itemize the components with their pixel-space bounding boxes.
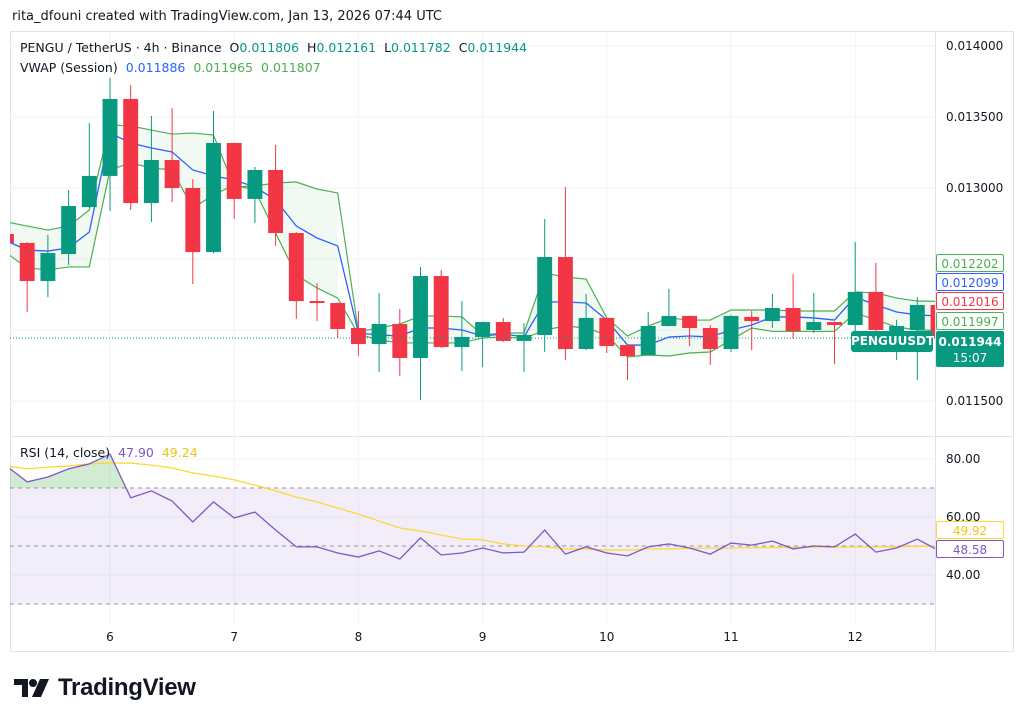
candle-down (682, 315, 698, 329)
symbol-tag: PENGUUSDT (851, 331, 934, 352)
time-axis-label: 11 (723, 630, 738, 644)
candle-down (868, 291, 884, 330)
time-axis-label: 7 (230, 630, 238, 644)
candle-up (371, 324, 387, 345)
candle-up (764, 307, 780, 322)
chart-credit: rita_dfouni created with TradingView.com… (12, 9, 442, 24)
bar-countdown: 15:07 (952, 351, 988, 365)
candle-down (288, 233, 304, 302)
candle-down (495, 322, 511, 341)
low-value: 0.011782 (391, 40, 451, 55)
high-value: 0.012161 (316, 40, 377, 55)
candle-down (392, 324, 408, 358)
rsi-axis-label: 60.00 (946, 510, 980, 524)
candle-down (164, 160, 180, 188)
vwap-upper-value: 0.011965 (193, 60, 254, 75)
time-axis-label: 8 (355, 630, 363, 644)
rsi-overbought-fill (10, 454, 935, 488)
candle-up (661, 315, 677, 327)
candle-down (557, 257, 573, 350)
price-axis-label: 0.013500 (946, 110, 1003, 124)
vwap-upper-line (10, 124, 935, 337)
candle-up (889, 326, 905, 333)
last-price-label: 0.011944 15:07 (936, 331, 1004, 367)
candle-down (785, 307, 801, 331)
candle-up (806, 322, 822, 330)
candle-down (309, 301, 325, 304)
candle-up (640, 326, 656, 355)
tradingview-wordmark: TradingView (58, 674, 196, 701)
rsi-ma-label: 49.92 (936, 521, 1004, 539)
open-value: 0.011806 (239, 40, 300, 55)
candle-up (61, 206, 77, 255)
vwap-upper-price-label: 0.012202 (936, 254, 1004, 272)
candle-up (454, 336, 470, 348)
price-axis-label: 0.013000 (946, 181, 1003, 195)
candle-down (620, 345, 635, 356)
chart-frame (10, 31, 1014, 652)
red-price-label: 0.012016 (936, 292, 1004, 310)
vwap-lower-line (10, 162, 935, 358)
vwap-mid-price-label: 0.012099 (936, 273, 1004, 291)
candle-down (19, 242, 35, 282)
rsi-value: 47.90 (118, 445, 154, 460)
tradingview-logo[interactable]: TradingView (14, 674, 196, 702)
candle-down (744, 316, 760, 322)
rsi-pane (10, 453, 935, 605)
time-axis-label: 6 (106, 630, 114, 644)
price-axis-label: 0.014000 (946, 39, 1003, 53)
candle-down (350, 328, 366, 345)
rsi-ma-line (10, 462, 935, 551)
vwap-legend: VWAP (Session) 0.011886 0.011965 0.01180… (20, 60, 325, 75)
candle-up (247, 169, 263, 199)
vwap-title[interactable]: VWAP (Session) (20, 60, 118, 75)
rsi-title[interactable]: RSI (14, close) (20, 445, 111, 460)
candle-up (537, 257, 553, 335)
price-pane (10, 77, 935, 401)
candle-up (206, 142, 221, 253)
candle-up (81, 175, 97, 208)
vwap-mid-value: 0.011886 (125, 60, 186, 75)
vwap-lower-value: 0.011807 (261, 60, 321, 75)
close-value: 0.011944 (467, 40, 528, 55)
candle-up (847, 291, 863, 326)
symbol-legend: PENGU / TetherUS · 4h · Binance O0.01180… (20, 40, 528, 55)
rsi-axis-label: 80.00 (946, 452, 980, 466)
tradingview-logo-icon (14, 679, 49, 697)
rsi-axis-label: 40.00 (946, 568, 980, 582)
candle-up (413, 276, 428, 358)
candle-down (433, 276, 449, 348)
candle-up (102, 98, 118, 176)
candle-up (578, 317, 594, 350)
candle-up (475, 322, 491, 337)
vwap-line (10, 132, 935, 346)
rsi-line (10, 453, 935, 560)
candle-down (702, 328, 718, 350)
candle-up (723, 315, 739, 350)
candle-up (909, 305, 925, 330)
rsi-ma-value: 49.24 (161, 445, 198, 460)
candle-down (10, 234, 14, 243)
candle-down (185, 188, 201, 253)
candle-up (40, 253, 56, 282)
candle-down (268, 169, 284, 234)
vwap-lower-price-label: 0.011997 (936, 312, 1004, 330)
rsi-label: 48.58 (936, 540, 1004, 558)
time-axis-label: 9 (479, 630, 487, 644)
candle-down (930, 305, 935, 338)
time-axis-label: 12 (848, 630, 863, 644)
last-price-value: 0.011944 (938, 335, 1002, 349)
candle-down (330, 303, 346, 330)
price-axis-label: 0.011500 (946, 394, 1003, 408)
candle-down (827, 322, 842, 326)
candle-down (123, 98, 139, 204)
candle-down (599, 317, 615, 347)
symbol-title[interactable]: PENGU / TetherUS · 4h · Binance (20, 40, 222, 55)
time-axis-label: 10 (599, 630, 614, 644)
rsi-legend: RSI (14, close) 47.90 49.24 (20, 445, 202, 460)
axes: 6 7 8 9 10 11 12 0.014000 0.013500 0.013000 0.0115… (106, 39, 1003, 644)
candle-up (143, 160, 159, 204)
candle-down (226, 142, 242, 199)
